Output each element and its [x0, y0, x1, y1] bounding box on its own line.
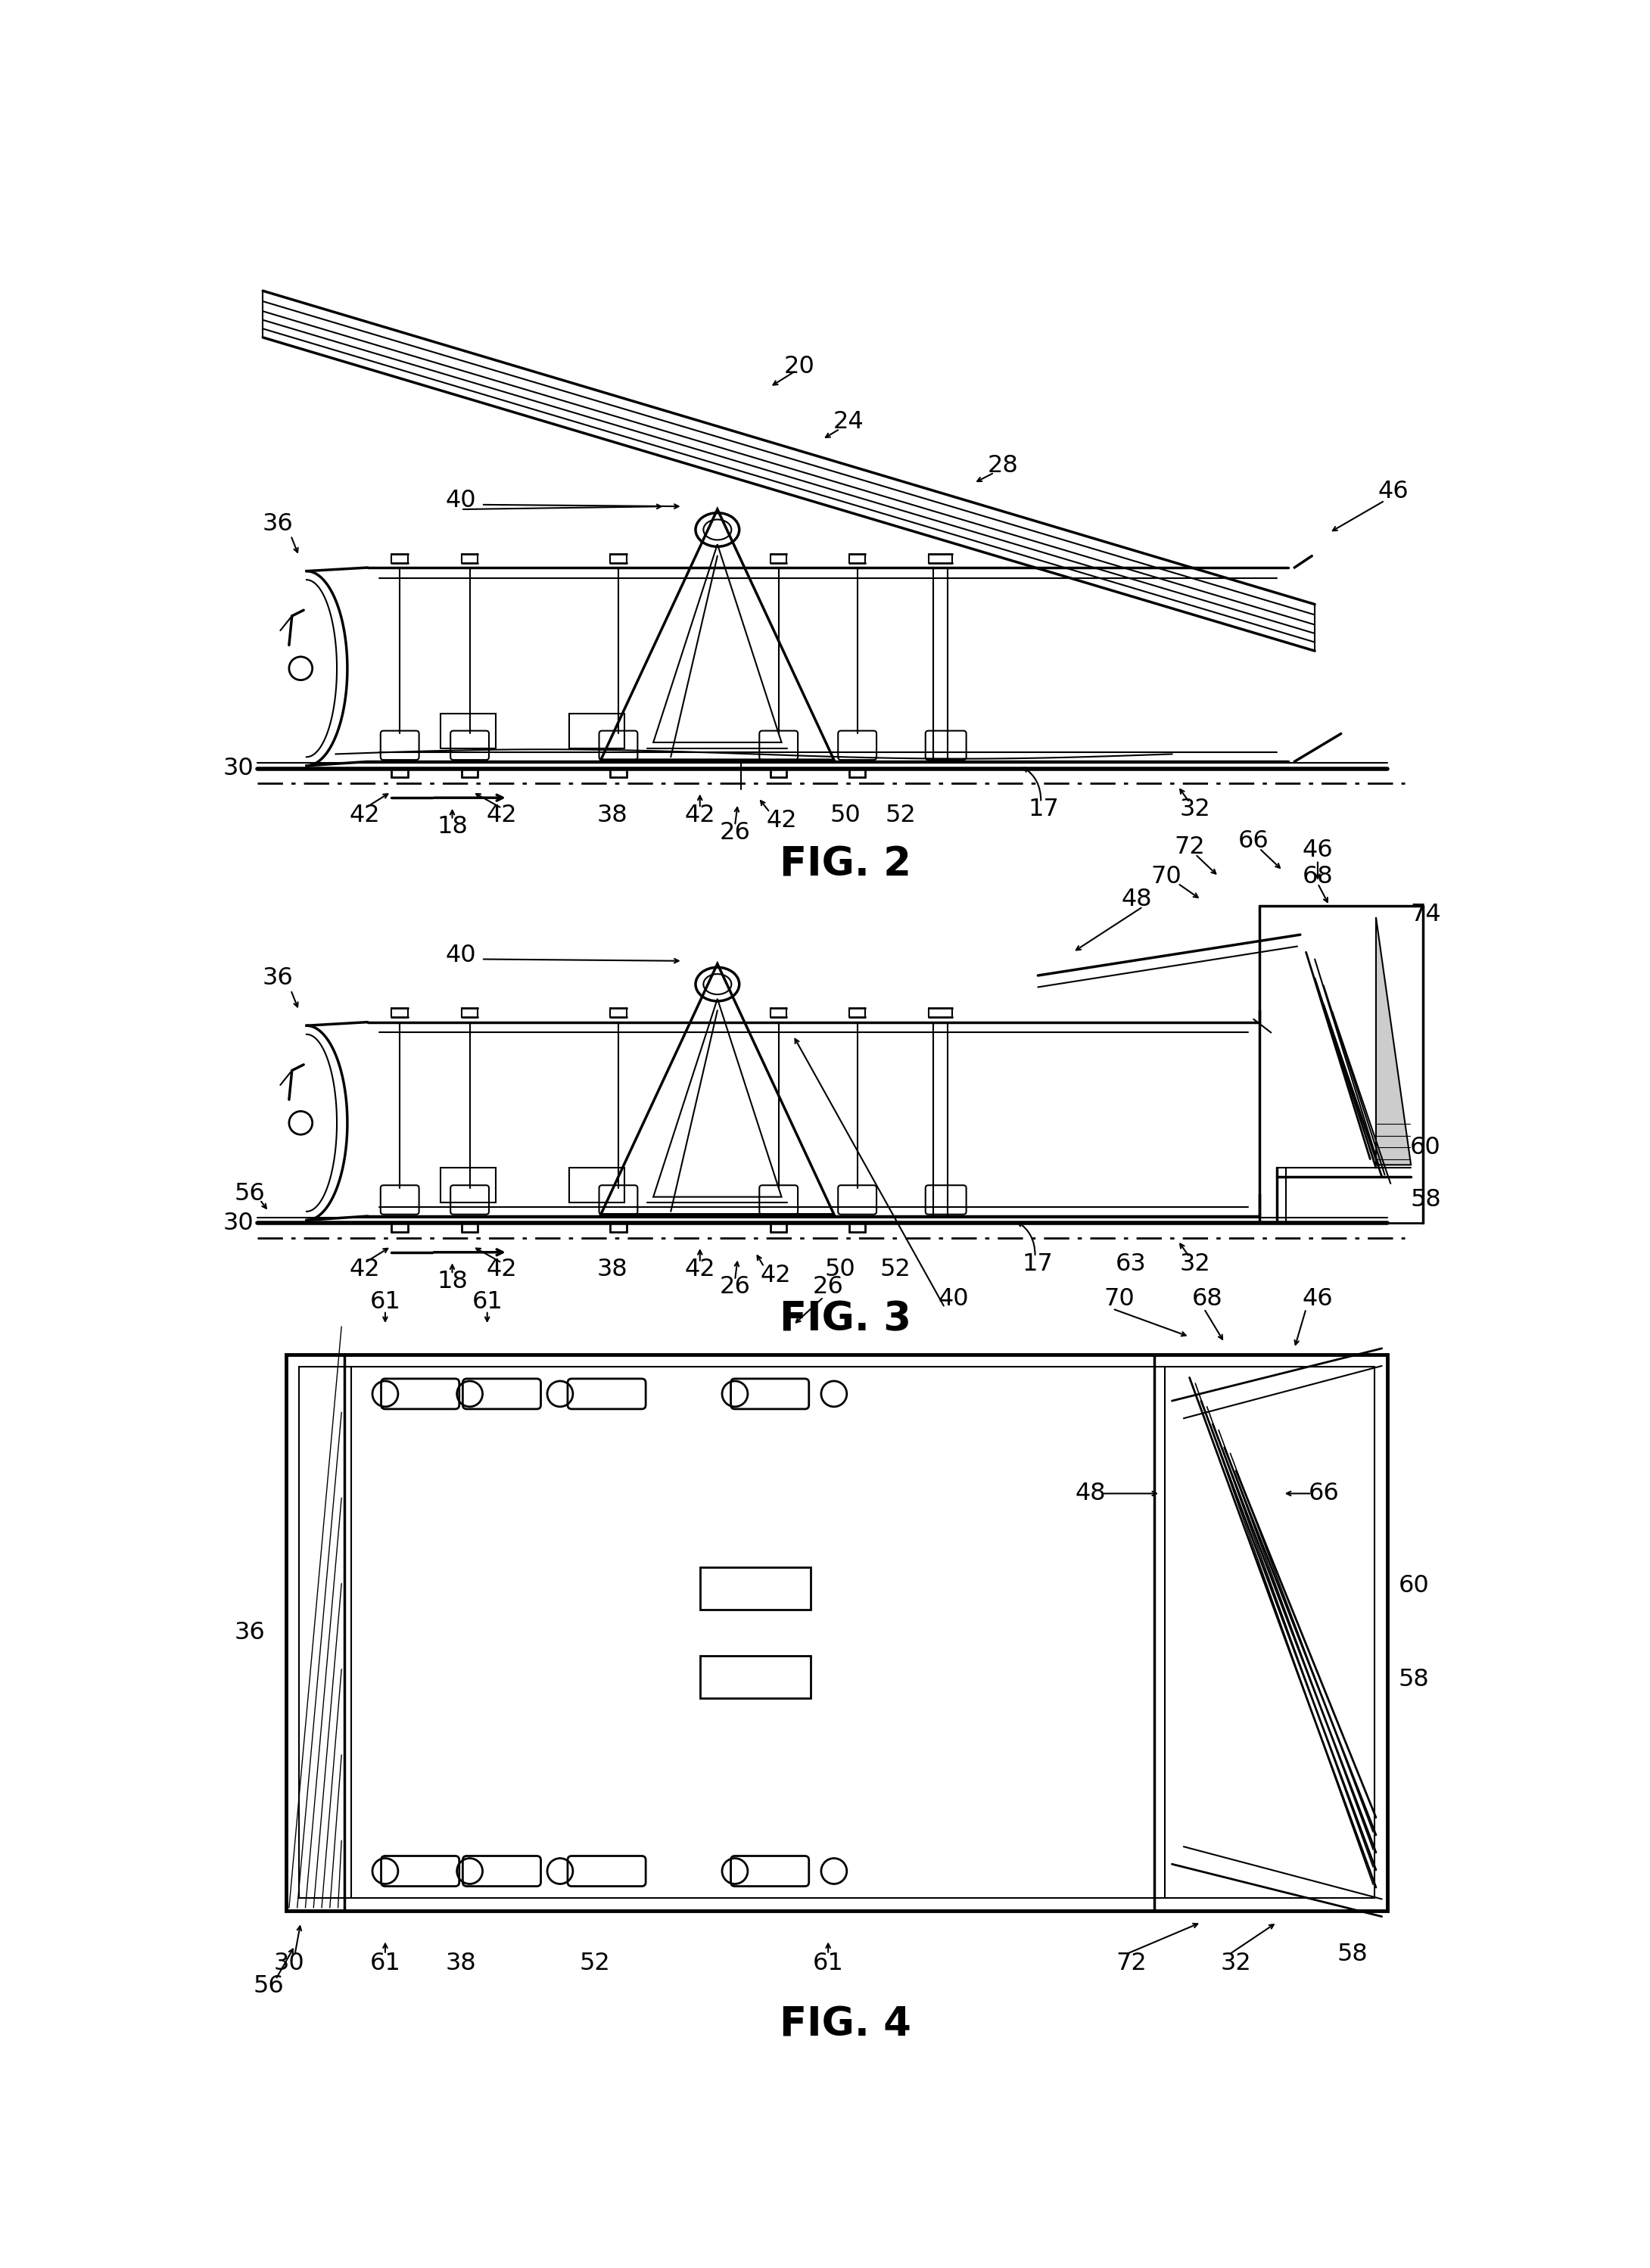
Text: 32: 32 — [1180, 798, 1211, 821]
Bar — [569, 712, 624, 748]
Text: 50: 50 — [825, 1259, 855, 1281]
Bar — [569, 1168, 624, 1202]
Text: 42: 42 — [487, 1259, 516, 1281]
Text: 72: 72 — [1175, 835, 1204, 860]
Text: 72: 72 — [1115, 1950, 1147, 1975]
Text: 38: 38 — [597, 803, 629, 828]
Text: 18: 18 — [437, 814, 467, 839]
Text: 38: 38 — [597, 1259, 629, 1281]
Text: 60: 60 — [1411, 1136, 1440, 1159]
Text: 30: 30 — [223, 758, 254, 780]
Text: 17: 17 — [1023, 1252, 1053, 1275]
Text: 24: 24 — [833, 411, 865, 433]
Text: 32: 32 — [1221, 1950, 1252, 1975]
Text: 46: 46 — [1302, 1288, 1333, 1311]
Text: 46: 46 — [1378, 481, 1409, 503]
Text: 32: 32 — [1180, 1252, 1211, 1275]
Text: 26: 26 — [813, 1275, 843, 1300]
Text: 18: 18 — [437, 1270, 467, 1293]
Text: 42: 42 — [766, 810, 797, 832]
Text: 48: 48 — [1076, 1481, 1106, 1506]
Text: 56: 56 — [252, 1975, 284, 1998]
Text: 46: 46 — [1302, 839, 1333, 862]
Text: 52: 52 — [879, 1259, 911, 1281]
Text: 42: 42 — [487, 803, 516, 828]
Bar — [285, 1354, 1388, 1910]
Text: 61: 61 — [370, 1290, 401, 1313]
Text: 60: 60 — [1399, 1574, 1429, 1599]
Text: 70: 70 — [1104, 1288, 1135, 1311]
Text: 52: 52 — [579, 1950, 610, 1975]
Bar — [441, 1168, 497, 1202]
Text: 30: 30 — [274, 1950, 305, 1975]
Text: 52: 52 — [886, 803, 916, 828]
Text: 30: 30 — [223, 1211, 254, 1234]
Text: 26: 26 — [719, 1275, 751, 1300]
Text: 70: 70 — [1150, 864, 1181, 889]
Text: 58: 58 — [1399, 1667, 1429, 1692]
Text: 40: 40 — [939, 1288, 969, 1311]
Text: 66: 66 — [1238, 830, 1269, 853]
Text: 56: 56 — [234, 1182, 266, 1207]
Text: 40: 40 — [446, 490, 477, 513]
Text: 68: 68 — [1302, 864, 1333, 889]
Text: 42: 42 — [350, 803, 380, 828]
Text: FIG. 2: FIG. 2 — [780, 846, 911, 885]
Text: 61: 61 — [813, 1950, 843, 1975]
Text: 42: 42 — [761, 1263, 790, 1288]
Text: 42: 42 — [685, 803, 716, 828]
Bar — [700, 1567, 810, 1610]
Text: 58: 58 — [1411, 1188, 1440, 1211]
Text: 42: 42 — [350, 1259, 380, 1281]
Text: 26: 26 — [719, 821, 751, 844]
Polygon shape — [1376, 916, 1411, 1166]
Text: 36: 36 — [262, 513, 292, 535]
Text: 28: 28 — [987, 454, 1018, 476]
Bar — [299, 1368, 1374, 1898]
Text: 20: 20 — [784, 354, 815, 379]
Text: 61: 61 — [472, 1290, 503, 1313]
Text: 38: 38 — [446, 1950, 477, 1975]
Text: 42: 42 — [685, 1259, 716, 1281]
Text: 63: 63 — [1115, 1252, 1147, 1275]
Text: 17: 17 — [1028, 798, 1059, 821]
Text: 36: 36 — [262, 966, 292, 991]
Text: 58: 58 — [1337, 1944, 1368, 1966]
Text: FIG. 4: FIG. 4 — [780, 2005, 911, 2043]
Text: 40: 40 — [446, 943, 477, 966]
Bar — [700, 1656, 810, 1699]
Text: FIG. 3: FIG. 3 — [780, 1300, 911, 1338]
Bar — [441, 712, 497, 748]
Text: 36: 36 — [234, 1622, 266, 1644]
Text: 68: 68 — [1191, 1288, 1223, 1311]
Text: 61: 61 — [370, 1950, 401, 1975]
Text: 50: 50 — [830, 803, 861, 828]
Text: 66: 66 — [1308, 1481, 1338, 1506]
Text: 48: 48 — [1122, 889, 1152, 912]
Text: 74: 74 — [1411, 903, 1440, 925]
